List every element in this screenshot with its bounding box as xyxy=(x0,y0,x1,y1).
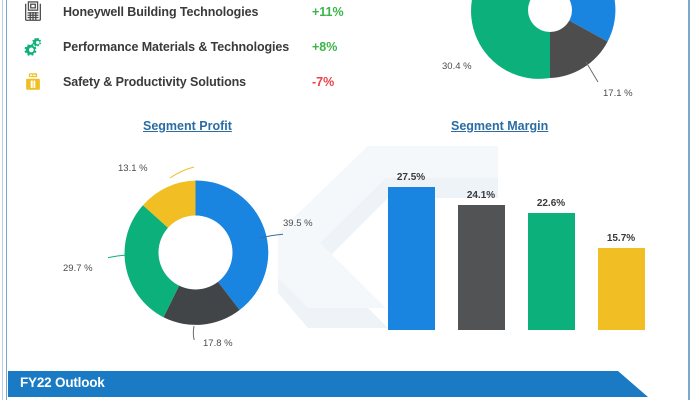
donut-slice-label-gray: 17.1 % xyxy=(603,88,633,99)
list-item-label: Honeywell Building Technologies xyxy=(63,4,259,19)
donut-slice-label-green: 30.4 % xyxy=(442,61,472,72)
segment-legend-list: Honeywell Building Technologies +11% Per… xyxy=(18,0,358,99)
slide-border-left-outer xyxy=(2,0,3,400)
segment-profit-donut-chart xyxy=(101,165,287,346)
bar-value-label: 24.1% xyxy=(466,190,496,201)
donut-svg xyxy=(471,0,616,83)
list-item[interactable]: Safety & Productivity Solutions -7% xyxy=(18,64,358,99)
banner-arrow-shape xyxy=(8,371,648,397)
safety-icon xyxy=(18,68,48,96)
profit-slice-label-green: 29.7 % xyxy=(63,263,93,274)
page-title-segment-profit: Segment Profit xyxy=(143,119,232,133)
segment-sales-donut-chart xyxy=(470,0,630,90)
table-row[interactable] xyxy=(458,205,505,330)
slide-border-left xyxy=(6,0,7,400)
profit-slice-label-blue: 39.5 % xyxy=(283,218,313,229)
bar-value-label: 22.6% xyxy=(536,198,566,209)
donut-svg xyxy=(101,166,287,346)
table-row[interactable] xyxy=(528,213,575,330)
footer-banner-label: FY22 Outlook xyxy=(20,375,105,390)
bar-value-label: 15.7% xyxy=(606,233,636,244)
slide-border-right xyxy=(688,0,690,400)
list-item-value: -7% xyxy=(312,74,335,89)
building-icon xyxy=(18,0,48,26)
list-item[interactable]: Performance Materials & Technologies +8% xyxy=(18,29,358,64)
table-row[interactable] xyxy=(388,187,435,330)
page-title-segment-margin: Segment Margin xyxy=(451,119,549,133)
list-item-label: Safety & Productivity Solutions xyxy=(63,74,247,89)
footer-banner: FY22 Outlook xyxy=(8,371,648,397)
gears-icon xyxy=(18,33,48,61)
table-row[interactable] xyxy=(598,248,645,330)
bar-value-label: 27.5% xyxy=(396,172,426,183)
profit-slice-label-gray: 17.8 % xyxy=(203,338,233,349)
list-item-value: +11% xyxy=(312,4,344,19)
profit-slice-label-yellow: 13.1 % xyxy=(118,163,148,174)
segment-margin-bar-chart: 27.5% 24.1% 22.6% 15.7% xyxy=(380,150,680,340)
list-item[interactable]: Honeywell Building Technologies +11% xyxy=(18,0,358,29)
list-item-value: +8% xyxy=(312,39,338,54)
list-item-label: Performance Materials & Technologies xyxy=(63,39,290,54)
